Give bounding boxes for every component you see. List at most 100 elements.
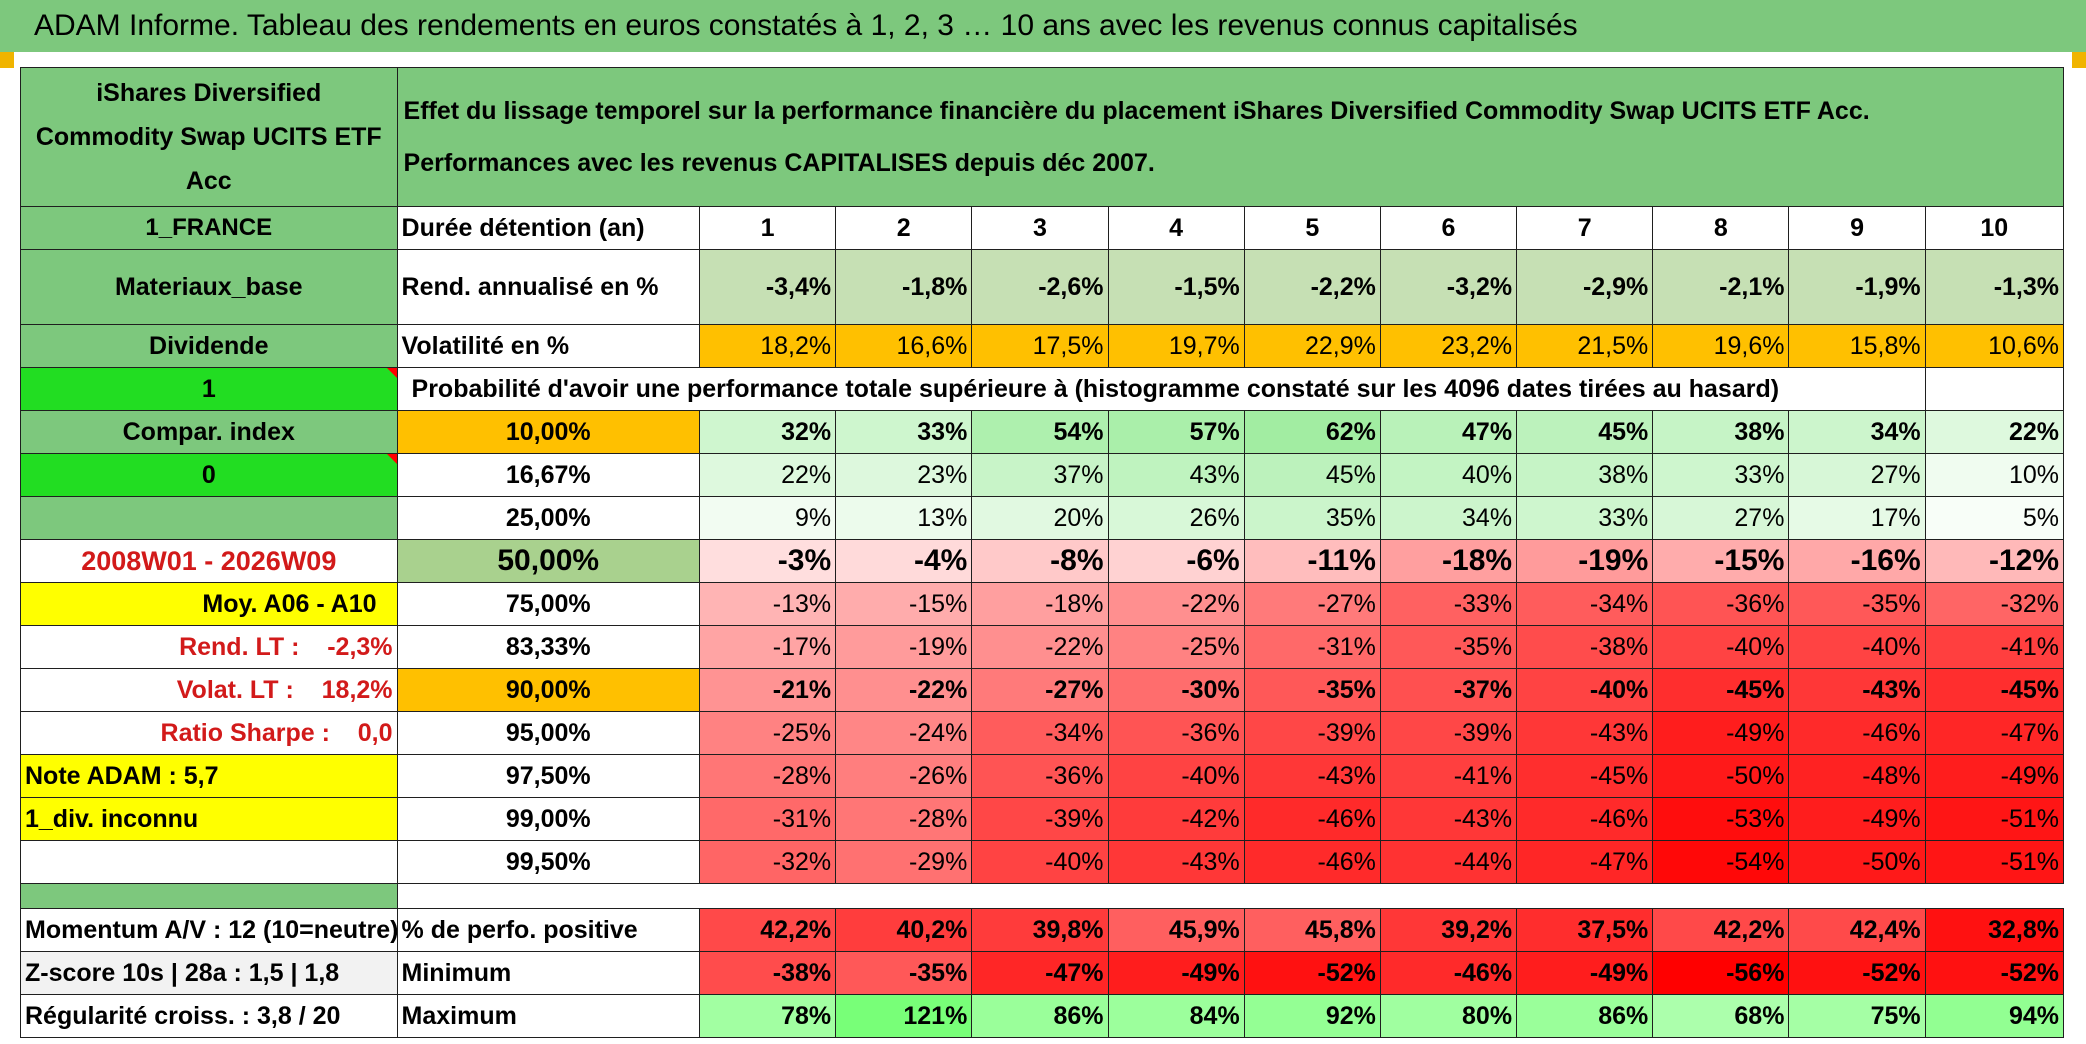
probability-cell: -43% (1516, 711, 1654, 755)
minimum-value: -35% (835, 951, 973, 995)
probability-cell: -39% (1243, 711, 1381, 755)
probability-cell: -37% (1379, 668, 1518, 712)
year-header: 5 (1243, 206, 1381, 250)
probability-cell: -45% (1924, 668, 2065, 712)
sector-cell: Materiaux_base (20, 249, 398, 325)
report-title: ADAM Informe. Tableau des rendements en … (0, 0, 2086, 52)
probability-cell: -19% (1516, 539, 1654, 583)
probability-cell: -31% (1243, 625, 1381, 669)
probability-cell: -43% (1107, 840, 1245, 884)
probability-cell: -45% (1652, 668, 1790, 712)
pct-positive-value: 42,2% (1652, 908, 1790, 952)
probability-cell: 26% (1107, 496, 1245, 540)
probability-cell: -25% (698, 711, 837, 755)
probability-cell: -47% (1516, 840, 1654, 884)
minimum-value: -49% (1516, 951, 1654, 995)
probability-cell: 37% (971, 453, 1109, 497)
probability-cell: -49% (1788, 797, 1926, 841)
rend-value: -3,4% (698, 249, 837, 325)
probability-cell: 40% (1379, 453, 1518, 497)
probability-cell: -8% (971, 539, 1109, 583)
probability-cell: -24% (835, 711, 973, 755)
probability-cell: -50% (1652, 754, 1790, 798)
minimum-value: -52% (1243, 951, 1381, 995)
probability-cell: -31% (698, 797, 837, 841)
probability-cell: 17% (1788, 496, 1926, 540)
performance-table: iShares Diversified Commodity Swap UCITS… (20, 67, 2065, 1038)
probability-cell: -40% (971, 840, 1109, 884)
left-spacer (20, 883, 398, 909)
probability-cell: -18% (971, 582, 1109, 626)
corner-marker (2072, 52, 2086, 68)
probability-cell: -35% (1788, 582, 1926, 626)
probability-cell: 9% (698, 496, 837, 540)
probability-cell: -51% (1924, 797, 2065, 841)
probability-cell: -15% (835, 582, 973, 626)
probability-cell: -39% (971, 797, 1109, 841)
maximum-value: 121% (835, 994, 973, 1038)
probability-cell: -43% (1379, 797, 1518, 841)
probability-cell: 62% (1243, 410, 1381, 454)
fund-name: iShares Diversified Commodity Swap UCITS… (20, 67, 398, 207)
probability-cell: -17% (698, 625, 837, 669)
probability-cell: -22% (1107, 582, 1245, 626)
rend-lt-cell: Rend. LT : -2,3% (20, 625, 398, 669)
probability-cell: 23% (835, 453, 973, 497)
vol-value: 19,6% (1652, 324, 1790, 368)
probability-cell: -4% (835, 539, 973, 583)
probability-cell: 13% (835, 496, 973, 540)
threshold-cell: 16,67% (396, 453, 700, 497)
country-cell: 1_FRANCE (20, 206, 398, 250)
threshold-cell: 99,50% (396, 840, 700, 884)
probability-cell: 22% (1924, 410, 2065, 454)
sharpe-cell: Ratio Sharpe : 0,0 (20, 711, 398, 755)
maximum-value: 80% (1379, 994, 1518, 1038)
probability-cell: -22% (835, 668, 973, 712)
probability-cell: -41% (1924, 625, 2065, 669)
maximum-value: 86% (1516, 994, 1654, 1038)
vol-value: 16,6% (835, 324, 973, 368)
left-spacer (20, 840, 398, 884)
probability-cell: -48% (1788, 754, 1926, 798)
rend-value: -1,9% (1788, 249, 1926, 325)
probability-cell: 35% (1243, 496, 1381, 540)
probability-cell: -49% (1924, 754, 2065, 798)
average-cell: Moy. A06 - A10 (20, 582, 398, 626)
minimum-value: -49% (1107, 951, 1245, 995)
description-line-1: Effet du lissage temporel sur la perform… (403, 97, 1870, 125)
description-line-2: Performances avec les revenus CAPITALISE… (403, 149, 1155, 177)
threshold-cell: 50,00% (396, 539, 700, 583)
probability-cell: -36% (1652, 582, 1790, 626)
probability-cell: 20% (971, 496, 1109, 540)
probability-cell: 45% (1516, 410, 1654, 454)
probability-cell: -35% (1243, 668, 1381, 712)
vol-value: 15,8% (1788, 324, 1926, 368)
probability-cell: -42% (1107, 797, 1245, 841)
probability-cell: 43% (1107, 453, 1245, 497)
rend-value: -3,2% (1379, 249, 1518, 325)
probability-cell: -40% (1788, 625, 1926, 669)
probability-cell: 5% (1924, 496, 2065, 540)
probability-cell: -46% (1788, 711, 1926, 755)
corner-marker (0, 52, 14, 68)
maximum-value: 86% (971, 994, 1109, 1038)
probability-cell: -34% (1516, 582, 1654, 626)
probability-cell: 27% (1788, 453, 1926, 497)
probability-cell: -51% (1924, 840, 2065, 884)
momentum-cell: Momentum A/V : 12 (10=neutre) (20, 908, 398, 952)
minimum-value: -52% (1924, 951, 2065, 995)
maximum-label: Maximum (396, 994, 700, 1038)
probability-cell: -22% (971, 625, 1109, 669)
rend-value: -1,3% (1924, 249, 2065, 325)
note-cell: Note ADAM : 5,7 (20, 754, 398, 798)
probability-cell: 32% (698, 410, 837, 454)
year-header: 1 (698, 206, 837, 250)
probability-cell: -35% (1379, 625, 1518, 669)
rend-value: -1,5% (1107, 249, 1245, 325)
vol-value: 22,9% (1243, 324, 1381, 368)
probability-cell: -46% (1516, 797, 1654, 841)
vol-value: 10,6% (1924, 324, 2065, 368)
threshold-cell: 97,50% (396, 754, 700, 798)
year-header: 4 (1107, 206, 1245, 250)
left-spacer (20, 496, 398, 540)
